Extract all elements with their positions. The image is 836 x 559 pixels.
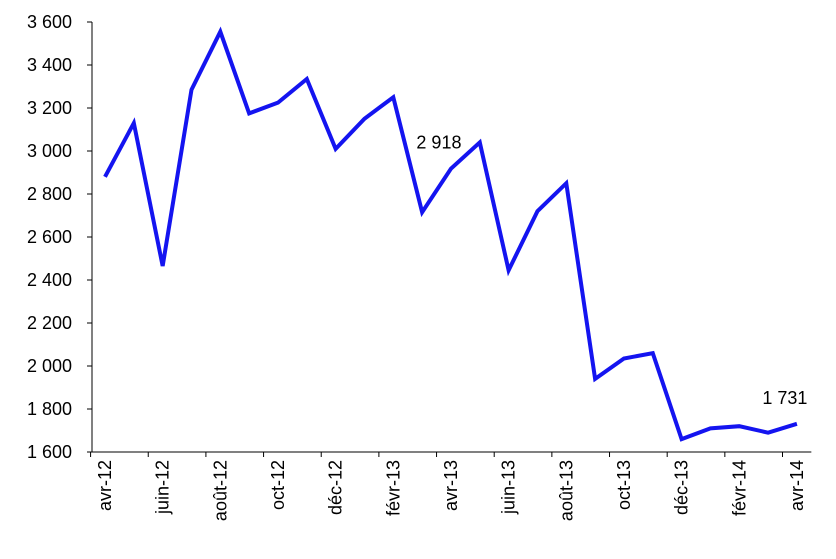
x-tick-label: oct-12 — [268, 460, 288, 510]
y-tick-label: 3 600 — [27, 12, 72, 32]
x-tick-label: août-12 — [210, 460, 230, 521]
y-tick-label: 1 600 — [27, 442, 72, 462]
x-tick-label: déc-12 — [326, 460, 346, 515]
y-tick-label: 2 600 — [27, 227, 72, 247]
x-tick-label: avr-14 — [787, 460, 807, 511]
data-label: 2 918 — [416, 133, 461, 153]
x-tick-label: juin-13 — [499, 460, 519, 515]
y-tick-label: 2 400 — [27, 270, 72, 290]
x-tick-label: août-13 — [556, 460, 576, 521]
y-tick-label: 2 200 — [27, 313, 72, 333]
x-tick-label: avr-13 — [441, 460, 461, 511]
y-tick-label: 2 000 — [27, 356, 72, 376]
x-tick-label: juin-12 — [153, 460, 173, 515]
y-tick-label: 3 400 — [27, 55, 72, 75]
x-tick-label: févr-14 — [729, 460, 749, 516]
y-tick-label: 3 000 — [27, 141, 72, 161]
x-tick-label: oct-13 — [614, 460, 634, 510]
y-tick-label: 2 800 — [27, 184, 72, 204]
y-tick-label: 3 200 — [27, 98, 72, 118]
x-tick-label: déc-13 — [672, 460, 692, 515]
x-tick-label: avr-12 — [95, 460, 115, 511]
data-label: 1 731 — [762, 388, 807, 408]
y-tick-label: 1 800 — [27, 399, 72, 419]
x-tick-label: févr-13 — [383, 460, 403, 516]
line-series — [103, 26, 798, 442]
